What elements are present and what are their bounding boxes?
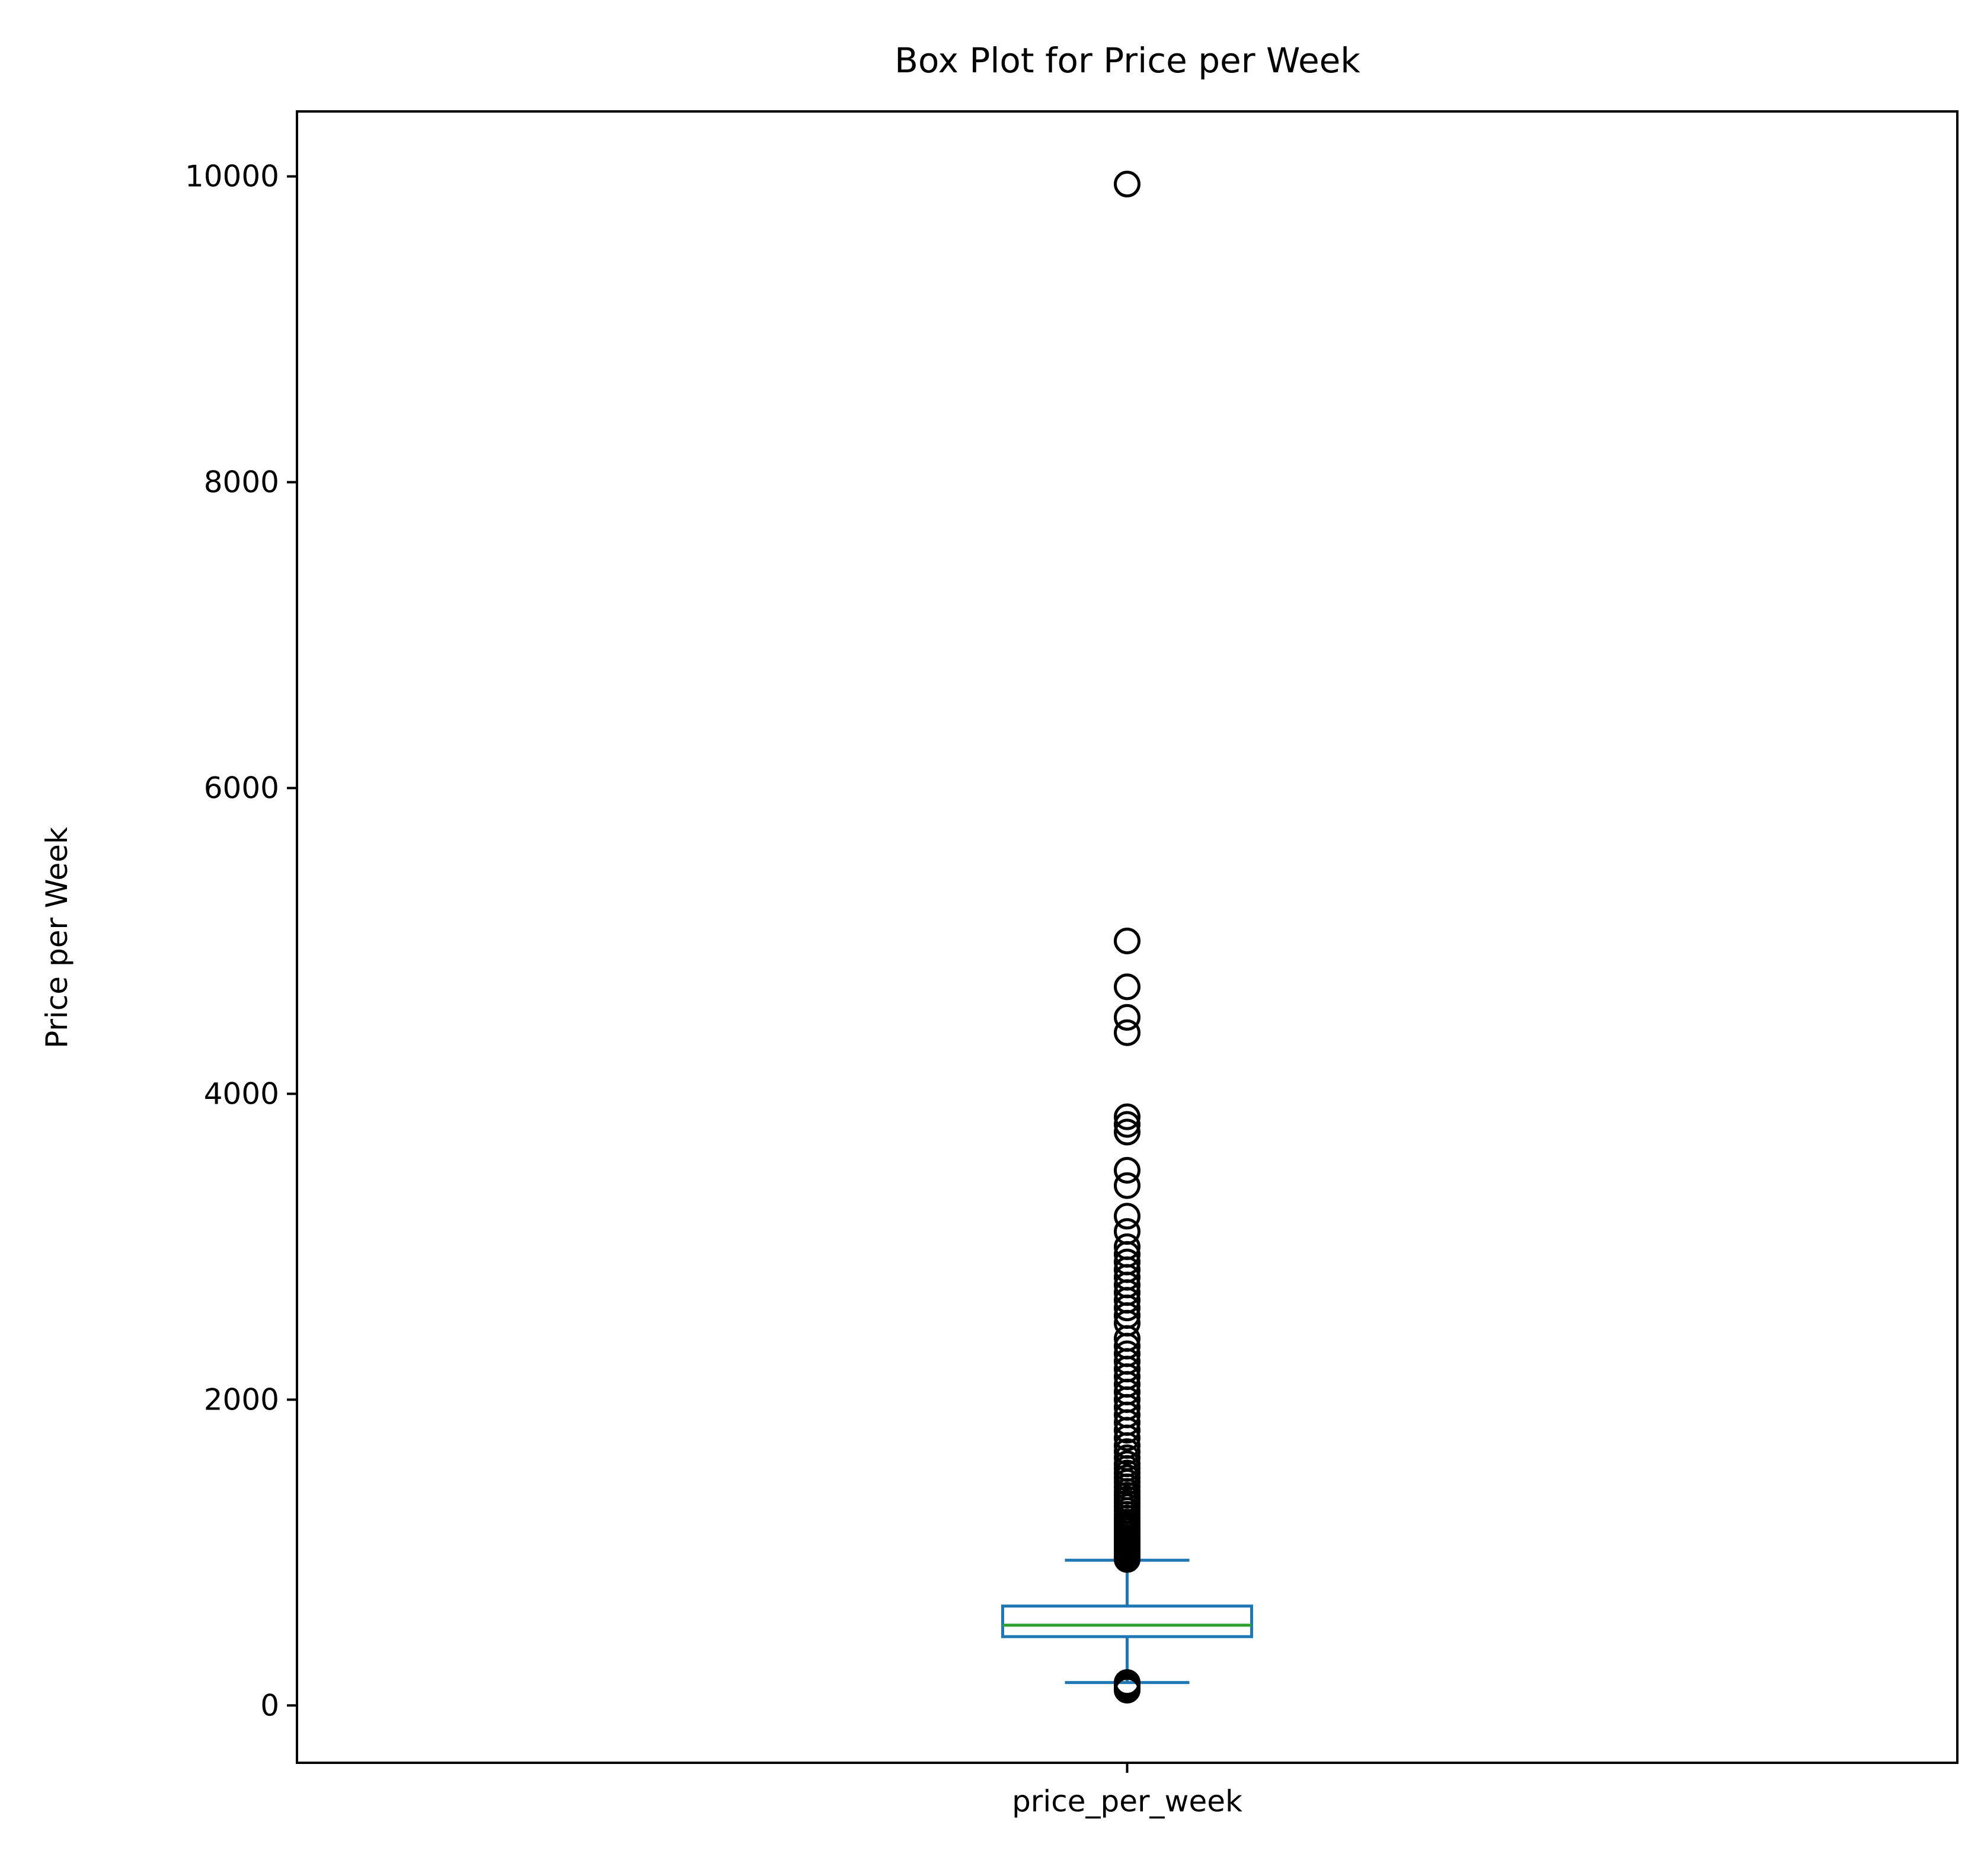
y-tick-label: 6000 [204,771,279,805]
outlier-point [1114,1019,1140,1046]
outlier-point [1114,1450,1140,1478]
outlier-point [1114,1438,1140,1465]
outlier-point [1114,171,1140,198]
outlier-point [1114,1156,1140,1184]
outlier-point [1114,1669,1140,1696]
y-axis-ticks: 0 2000 4000 6000 8000 10000 [185,159,297,1722]
outlier-point [1114,1218,1140,1245]
outlier-point [1114,1118,1140,1146]
iqr-box [1001,1605,1253,1638]
outlier-point [1114,973,1140,1001]
y-tick-label: 0 [260,1688,279,1722]
outlier-point [1114,927,1140,954]
y-tick-label: 2000 [204,1382,279,1417]
plot-frame [296,110,1959,1764]
outlier-point [1114,1003,1140,1031]
chart-title: Box Plot for Price per Week [894,40,1360,81]
y-axis-label: Price per Week [40,827,74,1049]
outlier-point [1114,1444,1140,1471]
outlier-point [1114,1248,1140,1276]
outlier-point [1114,1340,1140,1367]
outlier-point [1114,1103,1140,1130]
outlier-point [1114,1172,1140,1199]
x-tick-label: price_per_week [1012,1784,1242,1819]
y-tick-label: 8000 [204,465,279,500]
outlier-point [1114,1203,1140,1230]
y-tick-label: 10000 [185,159,279,194]
x-axis-ticks: price_per_week [1012,1763,1242,1819]
y-tick-label: 4000 [204,1076,279,1111]
outlier-point [1114,1233,1140,1260]
plot-layer [1001,171,1253,1704]
outlier-point [1114,1111,1140,1138]
